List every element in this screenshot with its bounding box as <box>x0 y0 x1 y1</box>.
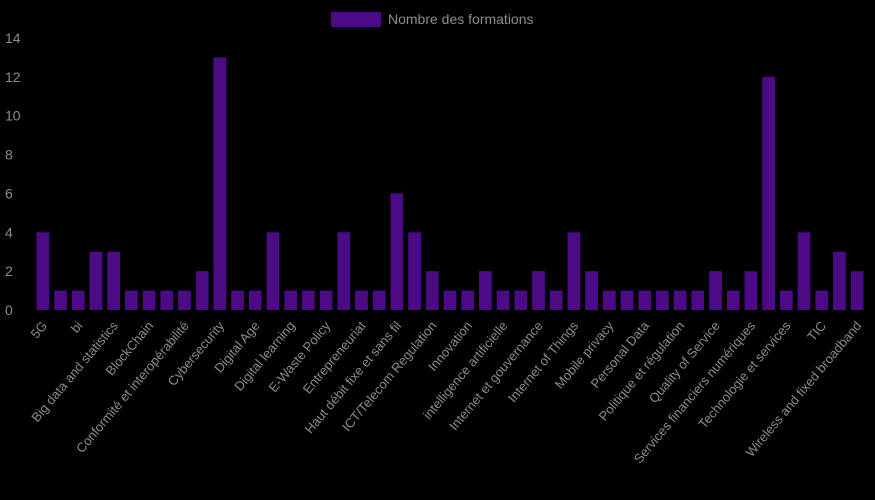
bar[interactable] <box>213 57 227 311</box>
legend-swatch <box>331 12 381 27</box>
bar[interactable] <box>142 290 156 310</box>
bar[interactable] <box>372 290 386 310</box>
bar[interactable] <box>585 271 598 310</box>
bar[interactable] <box>390 193 404 310</box>
x-tick-label: E-Waste Policy <box>266 318 334 395</box>
bar[interactable] <box>71 290 85 310</box>
bar[interactable] <box>850 271 864 310</box>
bar[interactable] <box>479 271 492 310</box>
bar[interactable] <box>178 290 191 310</box>
bar[interactable] <box>107 251 121 310</box>
y-tick-label: 8 <box>5 147 13 163</box>
y-tick-label: 14 <box>5 30 21 46</box>
bar[interactable] <box>284 290 298 310</box>
bar[interactable] <box>160 290 174 310</box>
x-tick-label: 5G <box>28 318 51 341</box>
bar[interactable] <box>656 290 669 310</box>
y-tick-label: 0 <box>5 302 13 318</box>
legend[interactable]: Nombre des formations <box>331 11 534 27</box>
bar[interactable] <box>762 76 776 310</box>
bar[interactable] <box>673 290 687 310</box>
bar[interactable] <box>514 290 528 310</box>
bar[interactable] <box>248 290 262 310</box>
bar[interactable] <box>319 290 333 310</box>
legend-label: Nombre des formations <box>388 11 534 27</box>
bars-group <box>36 57 864 311</box>
y-tick-label: 10 <box>5 108 21 124</box>
bar[interactable] <box>744 271 758 310</box>
bar[interactable] <box>266 232 280 310</box>
x-tick-label: bi <box>68 318 86 335</box>
bar[interactable] <box>532 271 545 310</box>
x-tick-label: TIC <box>804 318 829 344</box>
bar[interactable] <box>195 271 209 310</box>
y-tick-label: 2 <box>5 263 13 279</box>
bar[interactable] <box>691 290 705 310</box>
bar[interactable] <box>302 290 315 310</box>
bar[interactable] <box>797 232 811 310</box>
bar[interactable] <box>89 251 103 310</box>
bar[interactable] <box>567 232 581 310</box>
bar[interactable] <box>638 290 652 310</box>
bar[interactable] <box>620 290 634 310</box>
bar[interactable] <box>231 290 244 310</box>
bar[interactable] <box>355 290 368 310</box>
bar[interactable] <box>443 290 457 310</box>
bar[interactable] <box>124 290 138 310</box>
x-tick-label: Entrepreneuriat <box>300 318 369 397</box>
bar[interactable] <box>408 232 421 310</box>
bar[interactable] <box>36 232 50 310</box>
bar[interactable] <box>726 290 740 310</box>
bar[interactable] <box>779 290 793 310</box>
y-tick-label: 4 <box>5 224 13 240</box>
bar[interactable] <box>337 232 351 310</box>
bar[interactable] <box>425 271 439 310</box>
bar[interactable] <box>709 271 722 310</box>
y-axis: 0 2 4 6 8 10 12 14 <box>5 30 21 318</box>
bar[interactable] <box>54 290 67 310</box>
bar[interactable] <box>549 290 563 310</box>
y-tick-label: 12 <box>5 69 21 85</box>
bar[interactable] <box>833 251 846 310</box>
bar[interactable] <box>496 290 510 310</box>
y-tick-label: 6 <box>5 185 13 201</box>
bar[interactable] <box>815 290 829 310</box>
bar[interactable] <box>602 290 616 310</box>
x-tick-label: Wireless and fixed broadband <box>742 318 864 459</box>
bar[interactable] <box>461 290 475 310</box>
